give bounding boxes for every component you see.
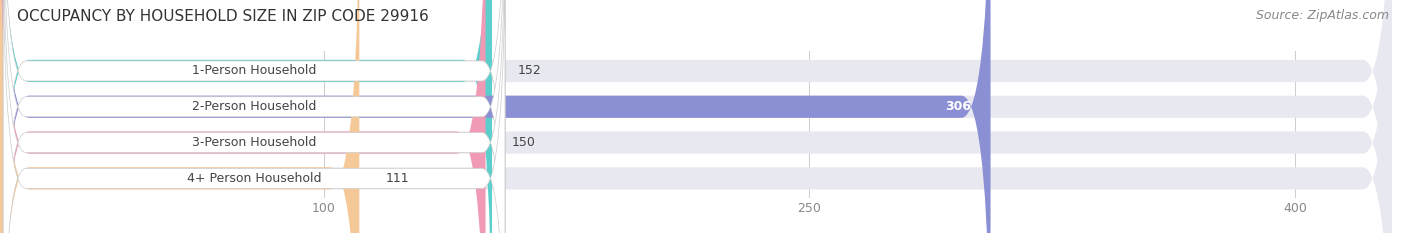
Text: 306: 306: [945, 100, 972, 113]
FancyBboxPatch shape: [0, 0, 485, 233]
Text: 1-Person Household: 1-Person Household: [193, 65, 316, 77]
Text: 150: 150: [512, 136, 536, 149]
Text: 2-Person Household: 2-Person Household: [193, 100, 316, 113]
FancyBboxPatch shape: [3, 0, 505, 233]
Text: 4+ Person Household: 4+ Person Household: [187, 172, 322, 185]
FancyBboxPatch shape: [0, 0, 492, 233]
FancyBboxPatch shape: [0, 0, 991, 233]
Text: 152: 152: [517, 65, 541, 77]
FancyBboxPatch shape: [3, 0, 505, 233]
Text: 3-Person Household: 3-Person Household: [193, 136, 316, 149]
FancyBboxPatch shape: [3, 0, 505, 233]
Text: Source: ZipAtlas.com: Source: ZipAtlas.com: [1256, 9, 1389, 22]
Text: 111: 111: [385, 172, 409, 185]
FancyBboxPatch shape: [0, 0, 360, 233]
Text: OCCUPANCY BY HOUSEHOLD SIZE IN ZIP CODE 29916: OCCUPANCY BY HOUSEHOLD SIZE IN ZIP CODE …: [17, 9, 429, 24]
FancyBboxPatch shape: [3, 0, 505, 233]
